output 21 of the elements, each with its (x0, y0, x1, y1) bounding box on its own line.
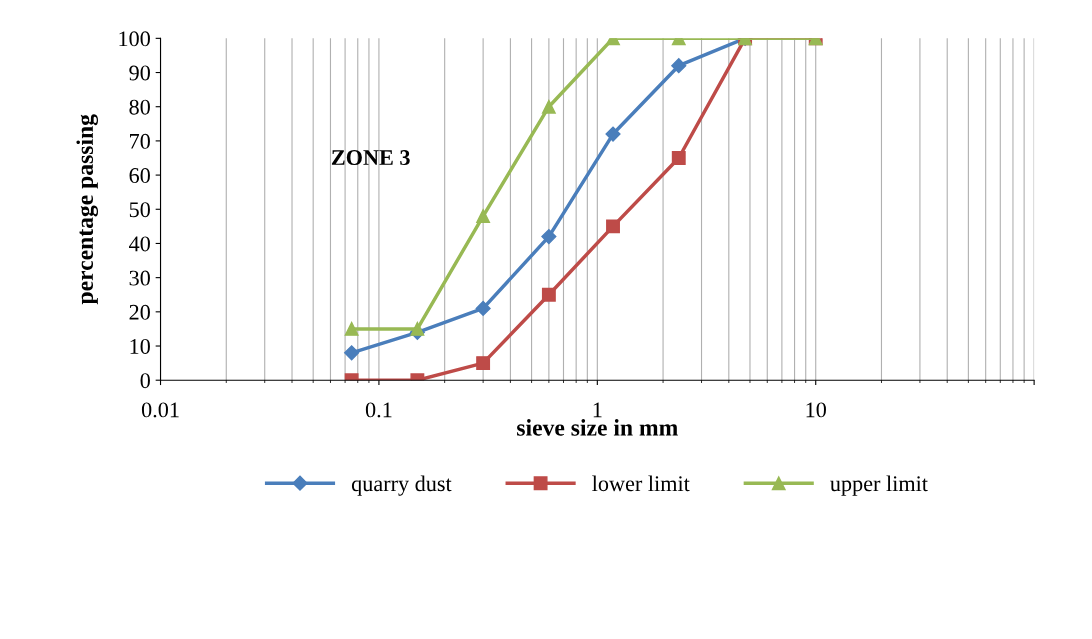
legend-label: upper limit (830, 475, 928, 496)
y-tick-label: 90 (129, 65, 150, 81)
x-axis-title: sieve size in mm (517, 419, 678, 436)
annotation: ZONE 3 (331, 150, 410, 166)
y-tick-label: 40 (129, 236, 150, 252)
legend-label: lower limit (592, 475, 690, 492)
x-tick-label: 10 (806, 402, 826, 418)
y-tick-label: 70 (130, 133, 150, 149)
y-tick-label: 30 (129, 270, 150, 286)
y-tick-label: 10 (130, 338, 150, 354)
y-tick-label: 80 (129, 99, 150, 115)
x-tick-label: 0.1 (365, 402, 392, 418)
y-tick-label: 50 (129, 202, 150, 218)
y-tick-label: 60 (129, 168, 150, 184)
x-tick-label: 0.01 (141, 402, 179, 418)
y-tick-label: 100 (119, 31, 150, 47)
y-axis-title: percentage passing (76, 114, 99, 305)
y-tick-label: 0 (140, 373, 150, 389)
legend-label: quarry dust (351, 475, 452, 496)
x-tick-label: 1 (593, 402, 602, 418)
y-tick-label: 20 (129, 304, 150, 320)
